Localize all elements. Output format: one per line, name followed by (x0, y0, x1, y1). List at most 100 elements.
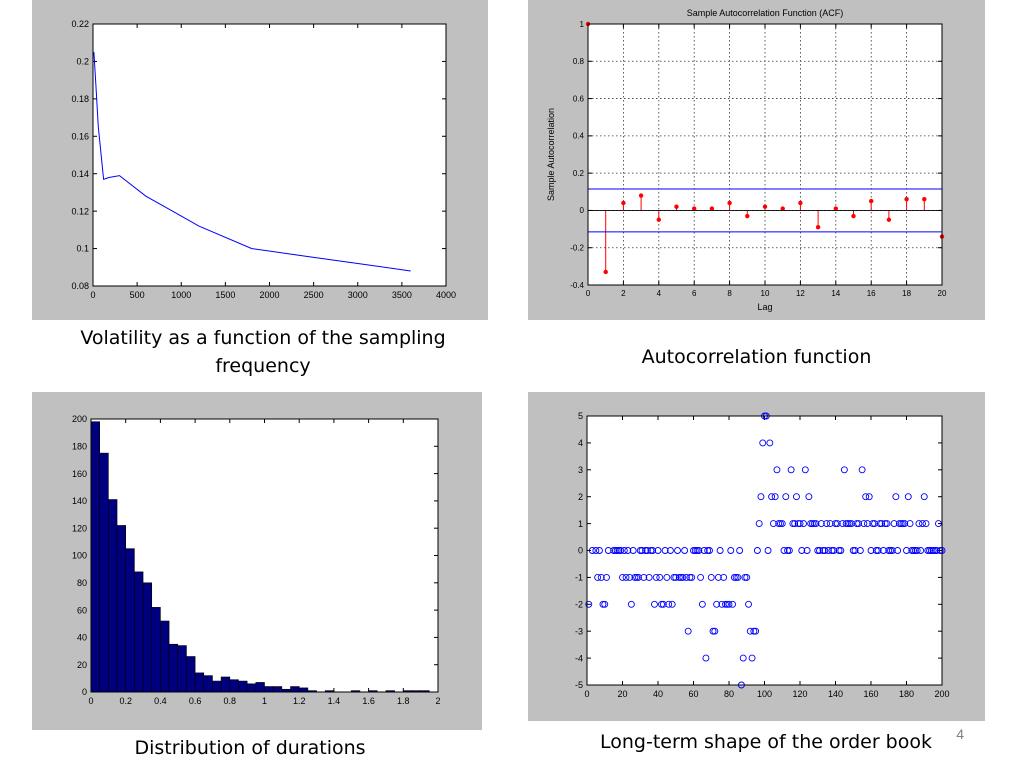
orderbook-point (707, 573, 715, 581)
x-tick-label: 180 (899, 689, 914, 699)
y-tick-label: 80 (77, 578, 87, 588)
x-tick-label: 0.2 (119, 696, 132, 706)
orderbook-point (658, 600, 666, 608)
orderbook-point (745, 600, 752, 608)
orderbook-point (904, 493, 912, 501)
orderbook-point (626, 573, 634, 581)
y-tick-label: 5 (578, 411, 583, 421)
durations-chart-panel: 0 0.2 0.4 0.6 0.8 1 1.2 1.4 1.6 1.8 2 0 20 40 60 80 100 1… (32, 392, 482, 730)
x-tick-label: 1500 (215, 290, 235, 300)
orderbook-point (603, 573, 610, 581)
orderbook-point (650, 600, 658, 608)
acf-point (798, 200, 803, 206)
orderbook-point (718, 600, 726, 608)
orderbook-point (592, 547, 600, 554)
acf-point (638, 193, 644, 198)
orderbook-point (777, 520, 784, 528)
y-tick-label: 2 (578, 492, 583, 502)
orderbook-point (661, 547, 669, 554)
orderbook-point (643, 547, 651, 554)
acf-point (780, 206, 785, 211)
y-tick-label: -0.2 (570, 244, 584, 253)
orderbook-point (748, 654, 756, 662)
orderbook-point (704, 547, 712, 554)
orderbook-point (736, 547, 744, 554)
y-tick-label: 20 (77, 660, 87, 670)
plot-frame (587, 23, 943, 286)
x-tick-label: 200 (934, 689, 949, 699)
orderbook-point (663, 573, 671, 581)
x-tick-label: 2 (621, 289, 626, 298)
x-tick-label: 1000 (171, 290, 191, 300)
y-tick-label: 200 (72, 414, 87, 424)
orderbook-point (615, 547, 623, 554)
orderbook-point (679, 573, 687, 581)
orderbook-point (805, 493, 813, 501)
histogram-bar (212, 680, 222, 693)
acf-xlabel: Lag (757, 302, 772, 312)
histogram-bar (298, 687, 309, 693)
orderbook-point (771, 493, 779, 501)
acf-point (922, 197, 927, 202)
x-tick-label: 6 (692, 289, 697, 298)
y-tick-label: -3 (575, 626, 583, 636)
orderbook-point (631, 573, 639, 581)
y-tick-label: 4 (578, 438, 583, 448)
orderbook-point (936, 547, 944, 554)
acf-point (869, 198, 874, 204)
histogram-bar (203, 675, 213, 693)
y-tick-label: -1 (575, 573, 583, 583)
durations-chart: 0 0.2 0.4 0.6 0.8 1 1.2 1.4 1.6 1.8 20204060801001… (72, 414, 441, 706)
x-tick-label: 18 (902, 289, 911, 298)
orderbook-point (910, 547, 918, 554)
orderbook-point (780, 547, 788, 554)
acf-point (709, 206, 715, 211)
orderbook-point (633, 573, 641, 581)
orderbook-point (832, 520, 839, 528)
x-tick-label: 140 (828, 689, 843, 699)
acf-ylabel: Sample Autocorrelation (546, 108, 556, 201)
orderbook-point (876, 520, 884, 528)
orderbook-point (817, 520, 825, 528)
orderbook-point (897, 520, 905, 528)
orderbook-point (734, 573, 742, 581)
acf-point (674, 204, 679, 209)
orderbook-point (816, 547, 823, 554)
x-tick-label: 1.2 (293, 696, 306, 706)
orderbook-point (690, 547, 697, 554)
orderbook-point (895, 520, 903, 528)
orderbook-point (787, 466, 795, 474)
x-tick-label: 20 (938, 289, 947, 298)
orderbook-point (613, 547, 621, 554)
orderbook-point (611, 547, 619, 554)
orderbook-point (730, 573, 738, 581)
orderbook-point (833, 520, 841, 528)
histogram-bar (108, 499, 118, 693)
orderbook-point (885, 547, 893, 554)
orderbook-point (675, 573, 683, 581)
histogram-bar (264, 686, 274, 693)
orderbook-point (784, 547, 792, 554)
orderbook-point (670, 573, 678, 581)
y-tick-label: 0.8 (573, 57, 585, 66)
acf-point (727, 200, 732, 206)
y-tick-label: 0 (580, 206, 585, 215)
orderbook-point (899, 520, 907, 528)
x-tick-label: 500 (130, 290, 145, 300)
orderbook-point (798, 547, 806, 554)
y-tick-label: 180 (72, 441, 87, 451)
orderbook-point (723, 600, 731, 608)
histogram-bar (134, 571, 144, 693)
x-tick-label: 40 (653, 689, 663, 699)
orderbook-point (691, 547, 699, 554)
orderbook-point (595, 547, 603, 554)
x-tick-label: 3000 (348, 290, 368, 300)
y-tick-label: 140 (72, 496, 87, 506)
orderbook-point (851, 547, 859, 554)
orderbook-point (698, 600, 706, 608)
orderbook-point (721, 600, 729, 608)
orderbook-point (766, 439, 774, 447)
slide-number: 4 (956, 726, 964, 742)
x-tick-label: 2 (435, 696, 440, 706)
x-tick-label: 0 (90, 290, 95, 300)
